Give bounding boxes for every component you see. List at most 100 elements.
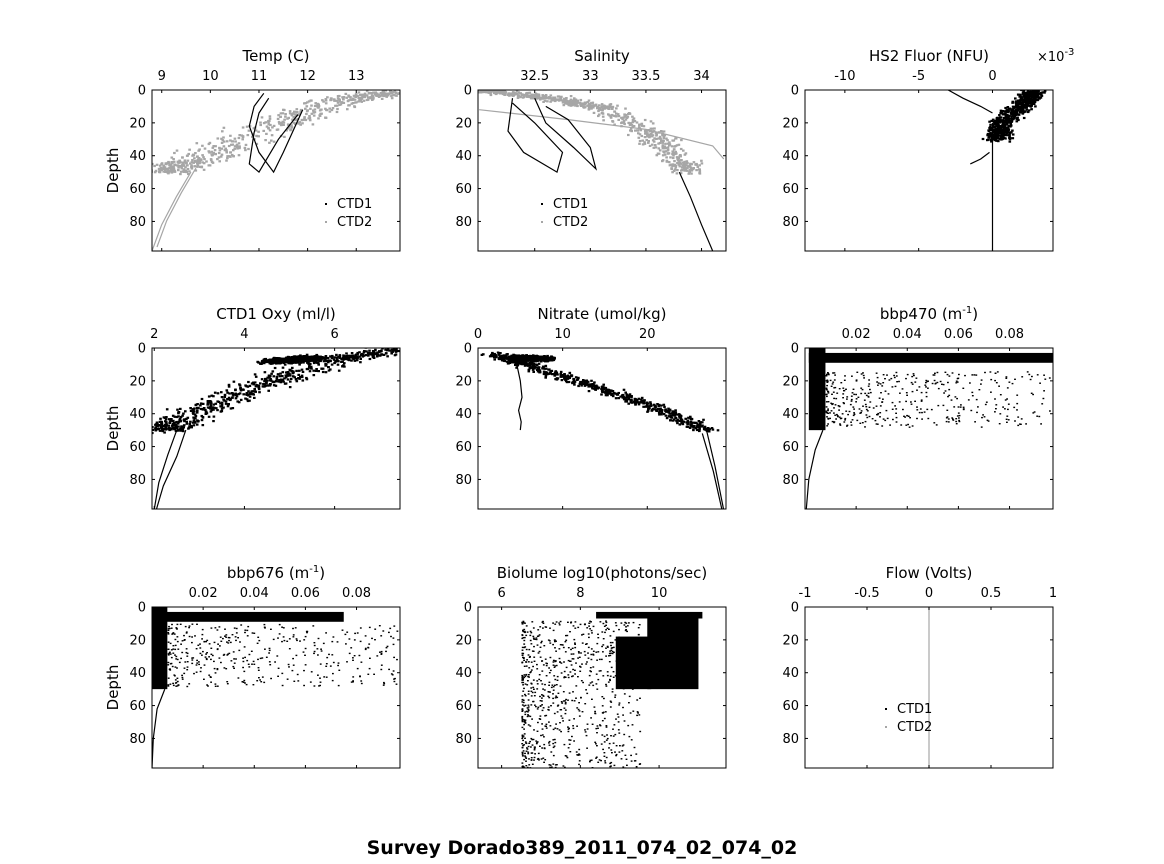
temp-series-ctd2-point (158, 164, 162, 167)
oxy-series-ctd1-point (273, 366, 277, 370)
salinity-series-ctd2-point (573, 97, 576, 100)
oxy-series-ctd1-point (185, 417, 188, 420)
figure-title: Survey Dorado389_2011_074_02_074_02 (367, 837, 798, 859)
oxy-series-ctd1-point (227, 398, 230, 401)
fluor-series-ctd1-point (1006, 129, 1010, 133)
nitrate-series-ctd1-point (669, 419, 672, 422)
temp-series-ctd2-point (403, 92, 406, 94)
fluor-series-ctd1-point (1012, 109, 1015, 112)
temp-series-ctd2-point (288, 110, 292, 113)
oxy-series-ctd1-point (212, 415, 216, 418)
bbp470-series-ctd1-point (833, 379, 836, 381)
salinity-series-ctd2-point (683, 166, 687, 169)
temp-series-ctd2-point (288, 112, 292, 115)
fluor-xtick-label: -5 (912, 69, 925, 84)
fluor-series-ctd1-point (1025, 108, 1028, 111)
fluor-series-ctd1-point (997, 140, 1000, 143)
oxy-series-ctd1-point (295, 380, 299, 383)
bbp470-series-ctd1-point (846, 396, 849, 398)
oxy-series-ctd1-point (279, 357, 282, 360)
bbp470-series-ctd1-point (874, 419, 877, 422)
nitrate-series-ctd1-point (586, 380, 590, 383)
oxy-series-ctd1-point (251, 392, 254, 396)
salinity-series-ctd2-point (698, 164, 701, 167)
oxy-series-ctd1-point (300, 374, 304, 377)
nitrate-series-ctd1-point (660, 410, 663, 413)
bbp470-series-ctd1-point (832, 403, 834, 405)
nitrate-xtick-label: 0 (474, 327, 482, 342)
salinity-series-ctd2-point (655, 137, 658, 140)
nitrate-series-ctd1-point (671, 419, 675, 422)
temp-series-ctd2-point (257, 135, 260, 138)
bbp470-series-ctd1-point (948, 394, 951, 397)
oxy-series-ctd1-point (263, 371, 267, 374)
nitrate-series-ctd1-point (590, 384, 594, 387)
fluor-series-ctd1-point (1009, 111, 1013, 114)
nitrate-series-ctd1-point (642, 405, 645, 408)
nitrate-series-ctd1-point (672, 412, 675, 415)
bbp470-series-ctd1-point (838, 405, 841, 408)
salinity-series-ctd2-point (647, 140, 650, 143)
bbp470-series-ctd1-point (842, 393, 845, 395)
oxy-series-ctd1-point (201, 402, 205, 405)
fluor-series-ctd1-point (1006, 106, 1010, 109)
fluor-series-ctd1-point (1032, 97, 1035, 101)
oxy-series-ctd1-point (160, 423, 163, 426)
oxy-series-ctd1-point (206, 406, 210, 409)
salinity-series-ctd2-point (645, 129, 648, 132)
salinity-series-ctd2-point (494, 92, 498, 95)
nitrate-series-ctd1-point (681, 423, 685, 426)
oxy-ytick-label: 20 (129, 374, 146, 389)
oxy-series-ctd1-point (241, 388, 244, 391)
temp-series-ctd2-point (244, 143, 248, 146)
oxy-series-ctd1-point (161, 429, 164, 432)
salinity-series-ctd2-point (698, 171, 701, 175)
temp-series-ctd2-point (220, 137, 223, 140)
nitrate-series-ctd1-point (545, 358, 549, 361)
oxy-series-ctd1-point (172, 426, 175, 429)
nitrate-series-ctd1-point (647, 405, 651, 408)
salinity-series-ctd2-point (489, 93, 493, 97)
oxy-series-ctd1-point (148, 425, 151, 427)
oxy-series-ctd1-point (194, 415, 198, 418)
bbp470-series-ctd1-point (863, 399, 866, 401)
oxy-series-ctd1-point (257, 388, 261, 391)
oxy-series-ctd1-point (405, 349, 408, 351)
oxy-series-ctd1-point (354, 354, 358, 357)
fluor-series-ctd1-point (1010, 109, 1013, 112)
temp-series-ctd2-point (356, 94, 359, 98)
temp-series-ctd2-point (301, 122, 304, 125)
oxy-series-ctd1-point (343, 365, 346, 368)
oxy-series-ctd1-point (224, 400, 228, 403)
bbp470-series-ctd1-point (875, 372, 878, 374)
temp-series-ctd2-point (371, 97, 375, 101)
temp-series-ctd2-point (299, 109, 303, 112)
oxy-series-ctd1-point (375, 355, 379, 358)
nitrate-series-ctd1-point (590, 379, 593, 382)
nitrate-series-ctd1-point (506, 356, 510, 359)
bbp470-series-ctd1-point (1004, 408, 1006, 410)
oxy-series-ctd1-point (281, 360, 284, 363)
temp-series-ctd2-point (292, 116, 296, 119)
bbp470-series-ctd1-point (989, 371, 992, 373)
bbp470-series-ctd1-point (1048, 377, 1051, 379)
temp-series-ctd2-point (304, 107, 307, 110)
salinity-series-ctd2-point (601, 115, 605, 118)
temp-series-ctd2-point (170, 171, 174, 174)
fluor-series-ctd1-point (1015, 110, 1019, 114)
temp-series-ctd2-point (403, 91, 406, 93)
temp-series-ctd2-point (361, 94, 365, 97)
temp-series-ctd2-point (384, 90, 387, 92)
bbp470-series-ctd1-point (867, 385, 870, 387)
temp-series-ctd2-point (170, 162, 174, 165)
temp-series-ctd2-point (312, 109, 315, 112)
oxy-series-ctd1-point (269, 383, 272, 386)
temp-series-ctd2-point (247, 147, 250, 151)
nitrate-series-ctd1-point (583, 379, 586, 382)
temp-series-ctd2-point (346, 108, 349, 111)
temp-series-ctd2-point (214, 153, 217, 156)
nitrate-series-ctd1-point (572, 380, 575, 383)
salinity-series-ctd2-point (479, 91, 483, 94)
temp-series-ctd2-point (214, 145, 217, 148)
salinity-series-ctd2-point (685, 160, 689, 163)
